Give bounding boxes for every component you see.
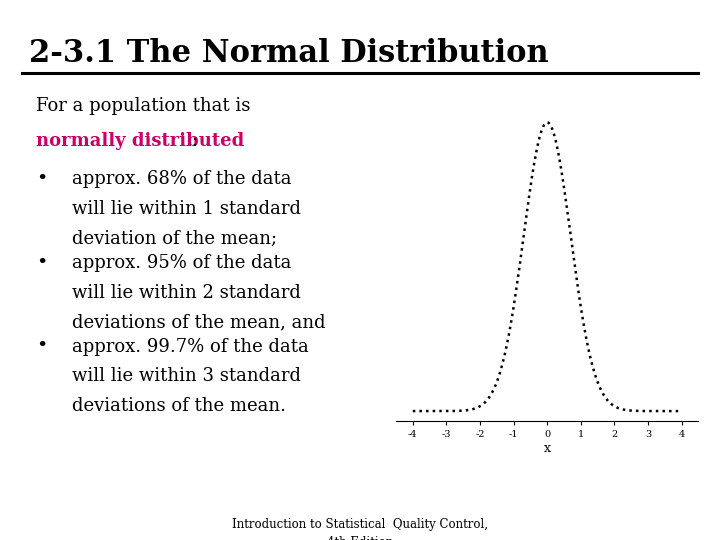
- Text: approx. 95% of the data: approx. 95% of the data: [72, 254, 292, 272]
- Text: Introduction to Statistical  Quality Control,
4th Edition: Introduction to Statistical Quality Cont…: [232, 518, 488, 540]
- Text: •: •: [36, 170, 48, 188]
- Text: 2-3.1 The Normal Distribution: 2-3.1 The Normal Distribution: [29, 38, 549, 69]
- Text: deviations of the mean.: deviations of the mean.: [72, 397, 286, 415]
- Text: •: •: [36, 338, 48, 355]
- Text: deviations of the mean, and: deviations of the mean, and: [72, 313, 325, 331]
- Text: •: •: [36, 254, 48, 272]
- Text: approx. 68% of the data: approx. 68% of the data: [72, 170, 292, 188]
- Text: will lie within 1 standard: will lie within 1 standard: [72, 200, 301, 218]
- X-axis label: x: x: [544, 442, 551, 455]
- Text: approx. 99.7% of the data: approx. 99.7% of the data: [72, 338, 309, 355]
- Text: For a population that is: For a population that is: [36, 97, 251, 115]
- Text: will lie within 3 standard: will lie within 3 standard: [72, 367, 301, 385]
- Text: will lie within 2 standard: will lie within 2 standard: [72, 284, 301, 301]
- Text: deviation of the mean;: deviation of the mean;: [72, 230, 277, 247]
- Text: normally distributed: normally distributed: [36, 132, 244, 150]
- Text: :: :: [191, 132, 197, 150]
